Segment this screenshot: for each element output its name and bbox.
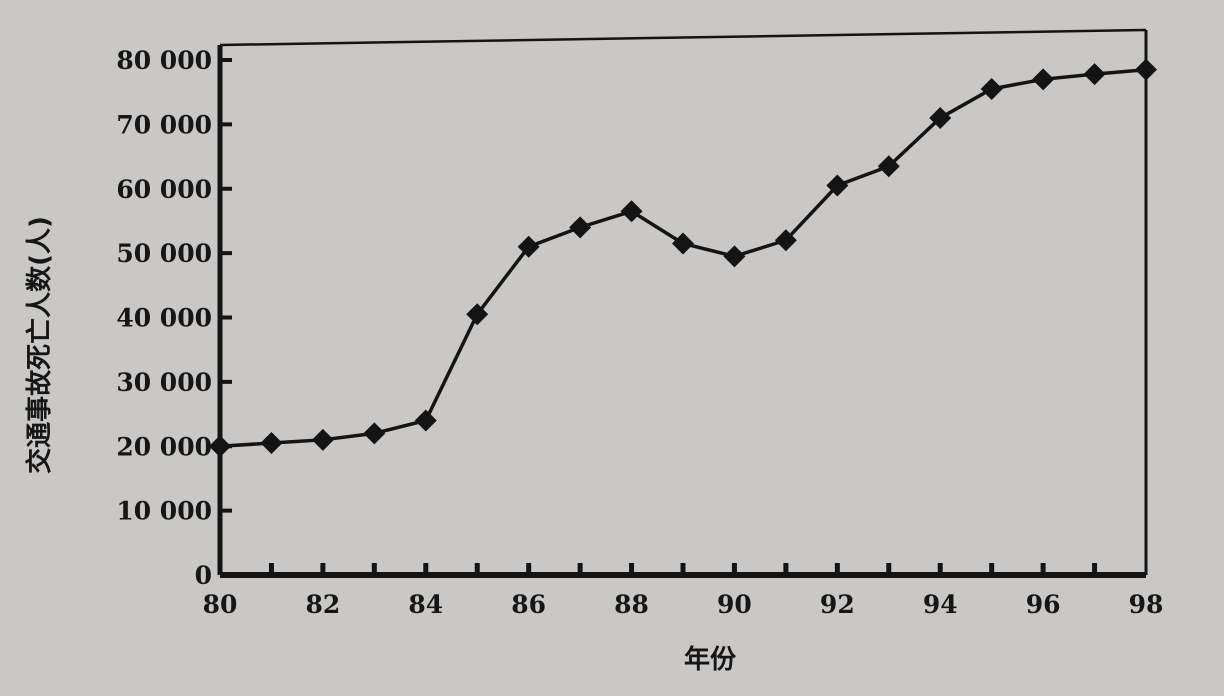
x-tick-label: 92 [820, 590, 855, 619]
y-tick-label: 10 000 [116, 497, 212, 526]
data-point [672, 232, 694, 255]
x-tick-label: 88 [614, 590, 649, 619]
data-point [260, 432, 283, 455]
data-point [1135, 58, 1157, 81]
x-tick-label: 82 [305, 590, 340, 619]
y-tick-label: 60 000 [116, 175, 212, 204]
y-axis: 0 10 000 20 000 30 000 40 000 50 000 60 000 70 … [116, 46, 232, 590]
plot-frame [217, 28, 1148, 578]
x-axis: 80 82 84 86 88 90 92 94 96 98 [203, 563, 1164, 619]
data-point [980, 77, 1003, 100]
data-point [723, 245, 746, 268]
frame-top [219, 28, 1147, 47]
y-tick-label: 70 000 [116, 110, 212, 139]
series [209, 58, 1157, 458]
x-tick-label: 84 [408, 590, 443, 619]
x-tick-label: 90 [717, 590, 752, 619]
y-tick-label: 0 [195, 561, 212, 590]
x-tick-label: 80 [203, 590, 238, 619]
data-point [877, 155, 900, 178]
data-point [209, 435, 231, 458]
data-point [1032, 68, 1055, 91]
x-tick-label: 96 [1026, 590, 1061, 619]
data-point [414, 409, 437, 432]
data-point [620, 200, 643, 223]
y-tick-label: 80 000 [116, 46, 212, 75]
y-tick-label: 40 000 [116, 304, 212, 333]
x-tick-label: 86 [511, 590, 546, 619]
x-axis-title: 年份 [684, 644, 736, 675]
y-tick-label: 50 000 [116, 239, 212, 268]
y-axis-title: 交通事故死亡人数(人) [24, 216, 55, 474]
y-tick-label: 20 000 [116, 432, 212, 461]
x-tick-label: 98 [1129, 590, 1164, 619]
data-point [363, 422, 386, 445]
y-tick-label: 30 000 [116, 368, 212, 397]
data-point [517, 235, 540, 258]
series-line [219, 67, 1147, 448]
data-point [1083, 63, 1106, 86]
data-point [929, 106, 952, 129]
data-point [466, 303, 489, 326]
data-point [569, 216, 592, 239]
data-point [826, 174, 849, 197]
x-tick-label: 94 [923, 590, 958, 619]
data-point [774, 229, 797, 252]
data-point [311, 428, 334, 451]
